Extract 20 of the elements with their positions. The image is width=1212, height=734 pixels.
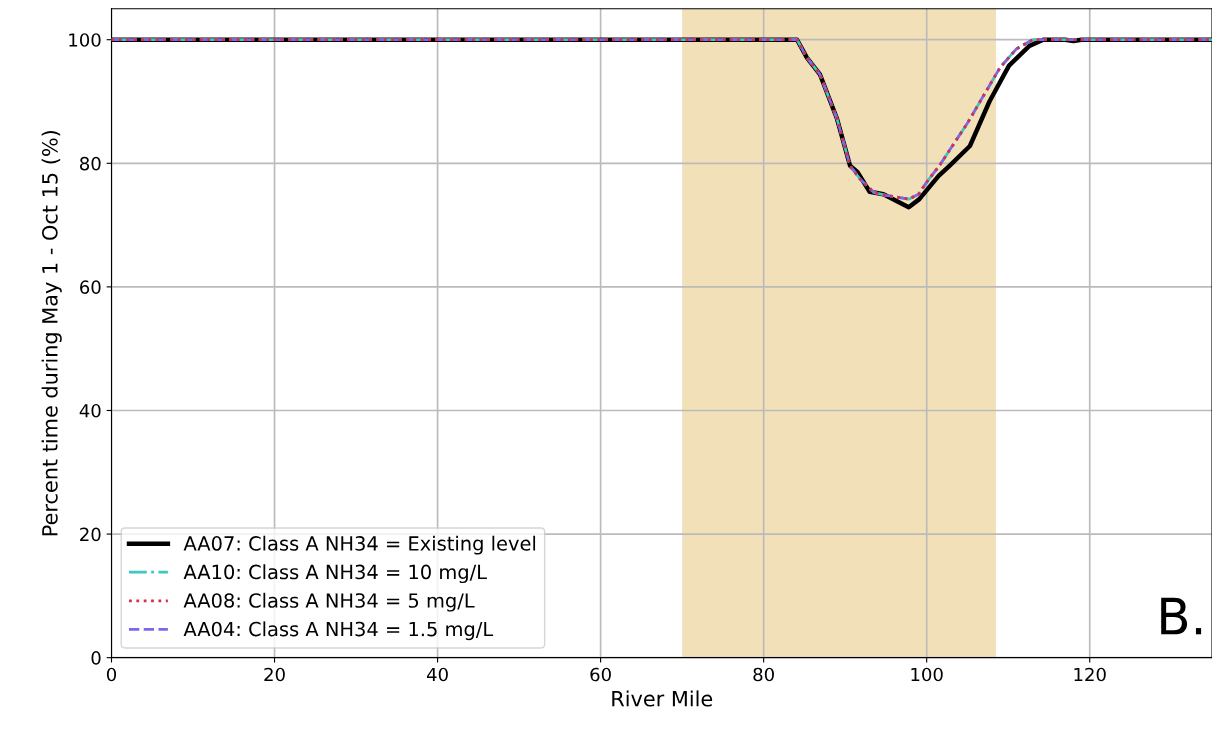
x-tick-label: 100 xyxy=(911,667,943,682)
legend-label: AA04: Class A NH34 = 1.5 mg/L xyxy=(183,621,494,641)
legend-label: AA07: Class A NH34 = Existing level xyxy=(183,535,536,555)
y-tick-label: 80 xyxy=(80,156,101,171)
y-tick-label: 20 xyxy=(80,527,101,542)
y-tick-label: 0 xyxy=(91,651,101,665)
x-axis-title: River Mile xyxy=(612,690,713,707)
y-tick-label: 100 xyxy=(69,33,101,47)
x-tick-label: 60 xyxy=(590,667,611,682)
legend-label: AA10: Class A NH34 = 10 mg/L xyxy=(183,564,487,584)
x-tick-label: 20 xyxy=(264,667,285,682)
x-tick-label: 80 xyxy=(753,667,774,682)
x-tick-label: 40 xyxy=(426,667,448,682)
x-tick-label: 120 xyxy=(1074,667,1106,682)
annotation: B. xyxy=(1161,597,1202,635)
x-tick-label: 0 xyxy=(106,667,117,682)
y-tick-label: 60 xyxy=(80,280,101,295)
y-tick-label: 40 xyxy=(79,403,101,418)
y-axis-title: Percent time during May 1 - Oct 15 (%) xyxy=(41,131,62,536)
legend-label: AA08: Class A NH34 = 5 mg/L xyxy=(183,592,475,612)
